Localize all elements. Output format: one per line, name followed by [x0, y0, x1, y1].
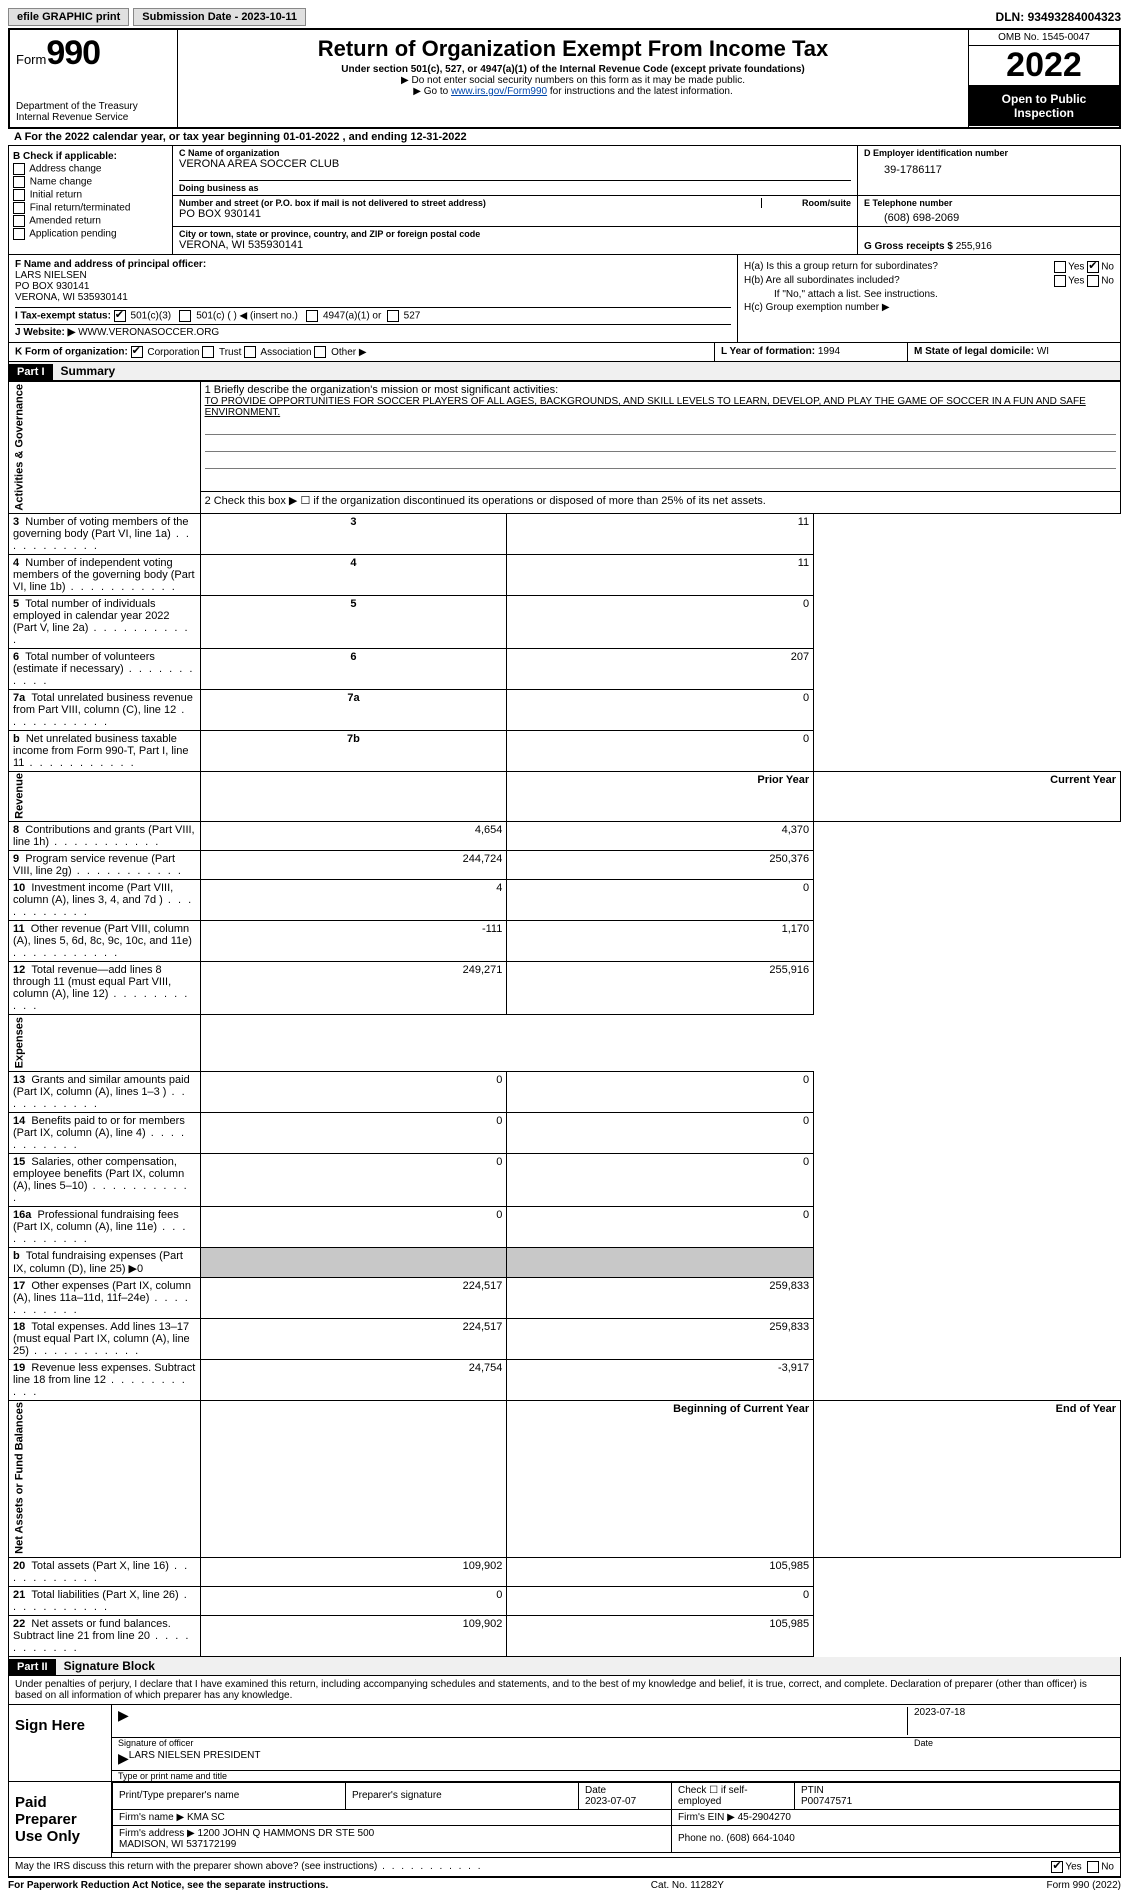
name-arrow-icon: ▶: [118, 1750, 129, 1768]
dln: DLN: 93493284004323: [996, 10, 1121, 24]
part2-bar: Part IISignature Block: [8, 1657, 1121, 1676]
org-name: VERONA AREA SOCCER CLUB: [179, 158, 851, 170]
firm-name: KMA SC: [187, 1812, 225, 1823]
irs-link[interactable]: www.irs.gov/Form990: [451, 86, 547, 97]
tab-netassets: Net Assets or Fund Balances: [9, 1400, 201, 1557]
ha-yes[interactable]: [1054, 261, 1066, 273]
officer-addr1: PO BOX 930141: [15, 281, 731, 292]
checkbox[interactable]: [13, 228, 25, 240]
checkbox[interactable]: [13, 202, 25, 214]
phone: (608) 698-2069: [864, 208, 1114, 224]
officer-addr2: VERONA, WI 535930141: [15, 292, 731, 303]
checkbox[interactable]: [13, 215, 25, 227]
officer-group-section: F Name and address of principal officer:…: [8, 255, 1121, 343]
top-toolbar: efile GRAPHIC print Submission Date - 20…: [8, 8, 1121, 26]
part1-bar: Part ISummary: [8, 362, 1121, 381]
checkbox[interactable]: [13, 163, 25, 175]
tab-governance: Activities & Governance: [9, 382, 201, 514]
form-header: Form990 Department of the Treasury Inter…: [8, 28, 1121, 129]
omb-number: OMB No. 1545-0047: [969, 30, 1119, 46]
k-opt-1[interactable]: [202, 346, 214, 358]
officer-print-name: LARS NIELSEN PRESIDENT: [129, 1750, 261, 1768]
sign-date: 2023-07-18: [907, 1707, 1114, 1735]
perjury-statement: Under penalties of perjury, I declare th…: [8, 1676, 1121, 1705]
k-opt-3[interactable]: [314, 346, 326, 358]
efile-button[interactable]: efile GRAPHIC print: [8, 8, 129, 26]
irs-no[interactable]: [1087, 1861, 1099, 1873]
ptin: P00747571: [801, 1796, 852, 1807]
sign-here-block: Sign Here ▶ 2023-07-18 Signature of offi…: [8, 1705, 1121, 1782]
527-checkbox[interactable]: [387, 310, 399, 322]
irs-yes[interactable]: [1051, 1861, 1063, 1873]
note-ssn: ▶ Do not enter social security numbers o…: [182, 75, 964, 86]
officer-name: LARS NIELSEN: [15, 270, 731, 281]
form-number: Form990: [16, 34, 171, 73]
4947-checkbox[interactable]: [306, 310, 318, 322]
identity-section: B Check if applicable: Address change Na…: [8, 146, 1121, 255]
org-form-row: K Form of organization: Corporation Trus…: [8, 343, 1121, 362]
firm-ein: 45-2904270: [738, 1812, 791, 1823]
ein: 39-1786117: [864, 158, 1114, 176]
501c-checkbox[interactable]: [179, 310, 191, 322]
hb-yes[interactable]: [1054, 275, 1066, 287]
hb-no[interactable]: [1087, 275, 1099, 287]
city-state-zip: VERONA, WI 535930141: [179, 239, 851, 251]
section-b: B Check if applicable: Address change Na…: [9, 146, 173, 254]
line-a: A For the 2022 calendar year, or tax yea…: [8, 129, 1121, 146]
note-link: ▶ Go to www.irs.gov/Form990 for instruct…: [182, 86, 964, 97]
ha-no[interactable]: [1087, 261, 1099, 273]
tab-revenue: Revenue: [9, 771, 201, 822]
state-domicile: WI: [1037, 346, 1049, 357]
summary-table: Activities & Governance 1 Briefly descri…: [8, 381, 1121, 1657]
501c3-checkbox[interactable]: [114, 310, 126, 322]
may-irs-row: May the IRS discuss this return with the…: [8, 1858, 1121, 1877]
tax-year: 2022: [969, 46, 1119, 86]
gross-receipts: 255,916: [956, 241, 992, 252]
checkbox[interactable]: [13, 189, 25, 201]
submission-date-button[interactable]: Submission Date - 2023-10-11: [133, 8, 306, 26]
line-2: 2 Check this box ▶ ☐ if the organization…: [200, 492, 1120, 514]
website: WWW.VERONASOCCER.ORG: [78, 327, 219, 338]
k-opt-2[interactable]: [244, 346, 256, 358]
dept-label: Department of the Treasury Internal Reve…: [16, 101, 171, 123]
footer: For Paperwork Reduction Act Notice, see …: [8, 1877, 1121, 1893]
prep-date: 2023-07-07: [585, 1796, 636, 1807]
signature-arrow-icon: ▶: [118, 1707, 129, 1735]
checkbox[interactable]: [13, 176, 25, 188]
mission-text: TO PROVIDE OPPORTUNITIES FOR SOCCER PLAY…: [205, 396, 1116, 418]
form-subtitle: Under section 501(c), 527, or 4947(a)(1)…: [182, 64, 964, 75]
year-formation: 1994: [818, 346, 840, 357]
tab-expenses: Expenses: [9, 1015, 201, 1071]
k-opt-0[interactable]: [131, 346, 143, 358]
open-to-public: Open to Public Inspection: [969, 86, 1119, 126]
paid-preparer-block: Paid Preparer Use Only Print/Type prepar…: [8, 1782, 1121, 1858]
firm-phone: (608) 664-1040: [726, 1833, 794, 1844]
form-title: Return of Organization Exempt From Incom…: [182, 36, 964, 62]
street-address: PO BOX 930141: [179, 208, 851, 220]
